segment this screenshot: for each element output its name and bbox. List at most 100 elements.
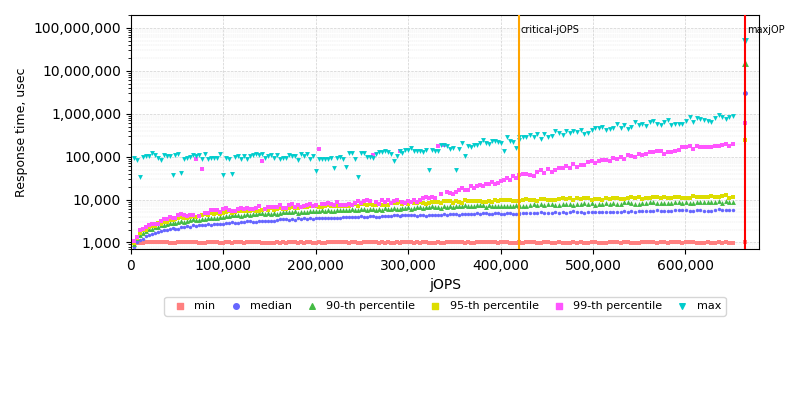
Point — [480, 198, 493, 205]
Point — [527, 134, 540, 140]
Point — [654, 148, 667, 154]
Point — [426, 240, 438, 246]
Point — [318, 240, 331, 246]
Point — [181, 218, 194, 224]
Point — [408, 212, 421, 218]
Point — [387, 212, 400, 218]
Point — [202, 215, 214, 221]
Point — [520, 210, 533, 216]
Point — [450, 211, 462, 218]
Point — [372, 149, 385, 155]
Point — [474, 140, 486, 146]
Point — [438, 198, 450, 204]
Point — [570, 195, 583, 202]
Point — [342, 150, 355, 156]
Point — [157, 227, 170, 233]
Point — [258, 240, 271, 246]
Point — [289, 153, 302, 159]
Point — [447, 239, 460, 245]
Point — [190, 217, 202, 224]
Point — [462, 239, 474, 245]
Point — [669, 207, 682, 214]
Point — [676, 144, 689, 150]
Point — [563, 209, 576, 216]
Point — [501, 239, 514, 245]
Point — [589, 201, 602, 208]
Point — [462, 198, 474, 204]
Point — [310, 215, 322, 221]
Point — [459, 210, 472, 217]
Point — [169, 219, 182, 226]
Point — [318, 208, 331, 214]
Point — [520, 202, 533, 209]
Point — [534, 167, 547, 173]
Point — [223, 220, 236, 226]
Point — [723, 198, 736, 205]
Point — [277, 205, 290, 211]
Point — [193, 239, 206, 246]
Point — [662, 149, 674, 156]
Point — [603, 209, 616, 216]
Point — [694, 116, 707, 122]
Point — [498, 148, 510, 154]
Point — [139, 228, 152, 234]
Point — [504, 177, 517, 183]
Point — [658, 194, 670, 200]
Point — [570, 201, 583, 208]
Point — [205, 154, 218, 161]
Point — [250, 151, 262, 157]
Point — [154, 156, 167, 163]
Point — [716, 114, 729, 120]
Point — [423, 200, 436, 206]
Point — [719, 207, 732, 213]
Point — [393, 199, 406, 206]
Point — [574, 127, 587, 134]
Point — [453, 203, 466, 209]
Point — [414, 197, 427, 204]
Point — [358, 150, 370, 156]
Point — [712, 206, 725, 213]
Point — [456, 199, 469, 206]
Point — [358, 198, 370, 204]
Point — [387, 204, 400, 211]
Point — [520, 134, 533, 140]
Point — [438, 211, 450, 218]
Point — [175, 224, 188, 231]
Point — [318, 203, 331, 209]
Point — [289, 204, 302, 211]
Point — [354, 150, 367, 156]
Point — [426, 199, 438, 206]
Point — [265, 218, 278, 224]
Point — [399, 239, 412, 245]
Point — [578, 195, 590, 201]
Point — [513, 239, 526, 246]
Point — [294, 204, 307, 210]
Point — [676, 207, 689, 214]
Point — [654, 121, 667, 128]
Point — [175, 218, 188, 224]
Point — [474, 239, 486, 246]
Point — [560, 162, 573, 169]
Point — [438, 142, 450, 148]
Point — [256, 150, 269, 157]
Point — [402, 212, 415, 218]
Point — [665, 195, 678, 202]
Point — [396, 205, 409, 211]
Point — [625, 200, 638, 206]
Point — [618, 156, 630, 163]
Point — [523, 172, 536, 178]
Point — [241, 239, 254, 245]
Point — [593, 209, 606, 216]
Point — [322, 215, 334, 222]
Point — [563, 165, 576, 171]
Point — [301, 204, 314, 210]
Point — [154, 228, 167, 234]
Point — [582, 208, 594, 215]
Point — [482, 198, 495, 204]
Point — [489, 239, 502, 246]
Point — [504, 209, 517, 216]
Point — [527, 209, 540, 216]
Point — [238, 212, 250, 218]
Point — [390, 206, 403, 212]
Point — [270, 151, 283, 158]
